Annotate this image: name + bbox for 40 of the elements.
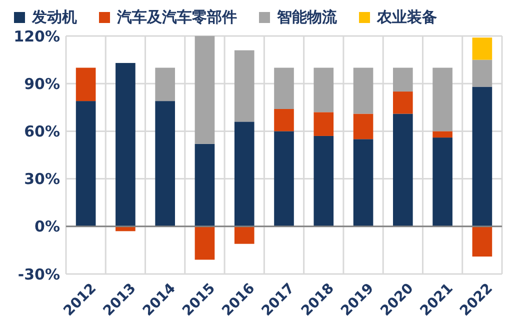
bar xyxy=(194,144,215,226)
y-tick-label: 0% xyxy=(34,218,60,236)
bar xyxy=(314,112,334,136)
bar xyxy=(472,38,492,60)
bar xyxy=(274,131,294,226)
bar xyxy=(353,139,374,226)
bar xyxy=(353,114,374,140)
legend-label: 发动机 xyxy=(31,8,77,26)
y-tick-label: 120% xyxy=(14,27,60,46)
bar xyxy=(76,68,96,102)
bar xyxy=(76,101,96,226)
bar xyxy=(314,68,334,112)
bar xyxy=(194,226,215,260)
bar xyxy=(234,226,254,244)
y-tick-label: 30% xyxy=(24,170,60,188)
bar xyxy=(234,122,254,226)
y-tick-label: -30% xyxy=(18,265,60,284)
bar xyxy=(274,68,294,109)
bar xyxy=(393,114,413,226)
y-tick-label: 60% xyxy=(24,122,60,140)
bar xyxy=(353,68,374,114)
bar xyxy=(472,60,492,87)
bar xyxy=(155,101,175,226)
bar xyxy=(234,50,254,122)
bar xyxy=(155,68,175,102)
bar xyxy=(194,36,215,144)
bar xyxy=(432,138,452,226)
bar xyxy=(393,92,413,114)
legend-label: 汽车及汽车零部件 xyxy=(116,8,237,26)
bar xyxy=(393,68,413,92)
y-tick-label: 90% xyxy=(24,74,60,93)
bar xyxy=(472,86,492,226)
bar xyxy=(432,68,452,132)
legend-label: 智能物流 xyxy=(276,8,338,26)
bar xyxy=(472,226,492,257)
legend-label: 农业装备 xyxy=(376,8,437,26)
bar xyxy=(314,136,334,226)
bar xyxy=(274,108,294,132)
bar xyxy=(116,62,136,226)
bar xyxy=(432,131,452,138)
